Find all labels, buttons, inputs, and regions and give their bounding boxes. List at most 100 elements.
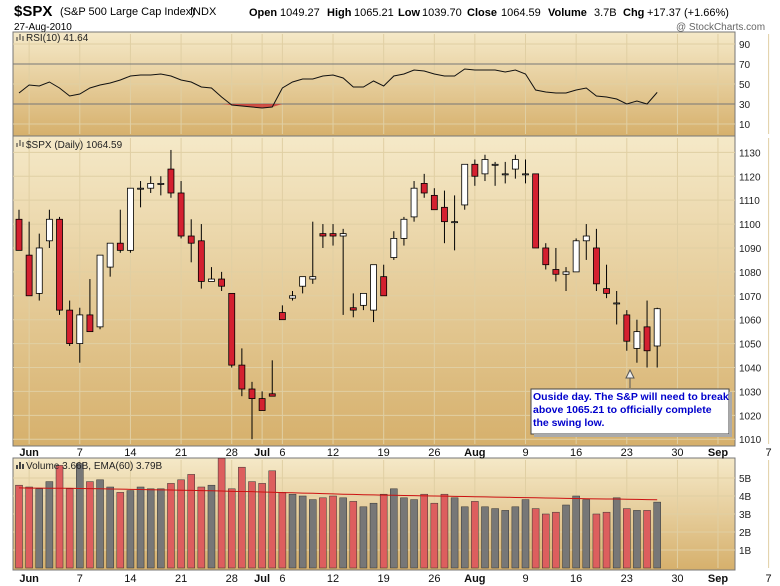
volume-bar bbox=[157, 488, 165, 569]
volume-bar bbox=[602, 511, 611, 569]
candle-body bbox=[35, 247, 43, 294]
price-x-tick-label: Aug bbox=[464, 447, 485, 459]
volume-bar bbox=[126, 490, 135, 569]
volume-bar bbox=[136, 486, 145, 569]
volume-x-tick-label: 21 bbox=[175, 573, 187, 585]
candle bbox=[532, 173, 540, 249]
volume-bar bbox=[491, 508, 499, 569]
candle-body bbox=[511, 159, 519, 170]
candle-body bbox=[238, 364, 246, 390]
candle-body bbox=[420, 183, 428, 194]
volume-bar bbox=[349, 501, 358, 569]
candle-body bbox=[116, 242, 124, 251]
candle bbox=[177, 181, 185, 239]
volume-x-tick-label: 30 bbox=[671, 573, 683, 585]
candle bbox=[410, 181, 418, 222]
candle bbox=[390, 231, 398, 260]
candle bbox=[187, 219, 195, 263]
candle bbox=[603, 264, 610, 299]
price-x-tick-label: 7 bbox=[77, 447, 83, 459]
candle-body bbox=[633, 331, 641, 349]
candle bbox=[471, 159, 479, 186]
candle-body bbox=[86, 314, 94, 333]
candle bbox=[248, 381, 256, 440]
volume-bar bbox=[511, 506, 520, 569]
candle bbox=[461, 163, 469, 210]
candle bbox=[66, 300, 74, 346]
volume-bar bbox=[248, 481, 256, 569]
candle-body bbox=[643, 326, 651, 352]
volume-x-tick-label: 6 bbox=[279, 573, 285, 585]
rsi-label-icon bbox=[16, 34, 24, 41]
price-x-tick-label: 12 bbox=[327, 447, 339, 459]
price-tick-label: 1130 bbox=[739, 148, 761, 159]
candle bbox=[147, 176, 155, 193]
volume-bar bbox=[339, 497, 347, 569]
candle bbox=[127, 187, 134, 253]
volume-bar bbox=[288, 493, 297, 569]
candle-body bbox=[96, 254, 104, 328]
volume-x-tick-label: Jun bbox=[19, 573, 39, 585]
candle bbox=[25, 221, 33, 297]
candle bbox=[329, 224, 337, 246]
rsi-tick-label: 90 bbox=[739, 40, 751, 51]
open-value: 1049.27 bbox=[280, 7, 320, 19]
candle-body bbox=[623, 314, 631, 342]
candle-body bbox=[299, 276, 307, 287]
candle-body bbox=[106, 242, 114, 268]
volume-bar bbox=[552, 511, 560, 569]
volume-bar bbox=[96, 479, 104, 569]
candle bbox=[167, 149, 175, 198]
price-tick-label: 1100 bbox=[739, 220, 761, 231]
candle bbox=[228, 292, 236, 368]
volume-bar bbox=[400, 497, 408, 569]
volume-bar bbox=[217, 457, 226, 569]
annotation-text: Ouside day. The S&P will need to break a… bbox=[533, 391, 729, 429]
candle-body bbox=[552, 269, 560, 275]
candle bbox=[278, 305, 286, 321]
candle bbox=[552, 247, 560, 282]
rsi-tick-label: 10 bbox=[739, 120, 751, 131]
candle-body bbox=[137, 187, 144, 190]
volume-bar bbox=[531, 508, 540, 569]
candle bbox=[491, 161, 499, 186]
candle bbox=[137, 181, 144, 208]
price-x-tick-label: 23 bbox=[621, 447, 633, 459]
candle-body bbox=[15, 218, 23, 251]
candle-body bbox=[582, 235, 590, 242]
volume-x-tick-label: Sep bbox=[708, 573, 728, 585]
candle bbox=[349, 293, 357, 318]
candle bbox=[319, 224, 327, 248]
price-x-tick-label: 19 bbox=[378, 447, 390, 459]
volume-bar bbox=[207, 484, 216, 569]
volume-tick-label: 5B bbox=[739, 474, 752, 485]
price-tick-label: 1060 bbox=[739, 316, 762, 327]
candle bbox=[86, 279, 94, 333]
candle bbox=[268, 360, 276, 397]
volume-bar bbox=[542, 513, 550, 569]
rsi-layer: 90 70 50 30 10 bbox=[13, 40, 751, 131]
candle-body bbox=[410, 187, 418, 218]
price-tick-label: 1070 bbox=[739, 292, 762, 303]
price-x-tick-label: Jun bbox=[19, 447, 39, 459]
candle bbox=[420, 173, 428, 198]
candle bbox=[45, 209, 53, 248]
volume-bar bbox=[146, 488, 155, 569]
price-tick-label: 1080 bbox=[739, 268, 762, 279]
candle-body bbox=[157, 183, 165, 185]
candle-body bbox=[481, 159, 489, 175]
volume-tick-label: 2B bbox=[739, 528, 752, 539]
price-x-tick-label: 7 bbox=[766, 447, 772, 459]
candle bbox=[633, 319, 641, 363]
candle-body bbox=[593, 247, 600, 285]
annotation-arrowhead bbox=[625, 368, 635, 379]
price-x-tick-label: 28 bbox=[226, 447, 238, 459]
index-name: (S&P 500 Large Cap Index) bbox=[60, 6, 195, 18]
candle-body bbox=[380, 276, 388, 297]
annotation-box bbox=[530, 388, 730, 435]
volume-x-tick-label: 12 bbox=[327, 573, 339, 585]
candle-body bbox=[441, 206, 448, 223]
candle bbox=[116, 209, 124, 253]
candle bbox=[593, 228, 600, 291]
